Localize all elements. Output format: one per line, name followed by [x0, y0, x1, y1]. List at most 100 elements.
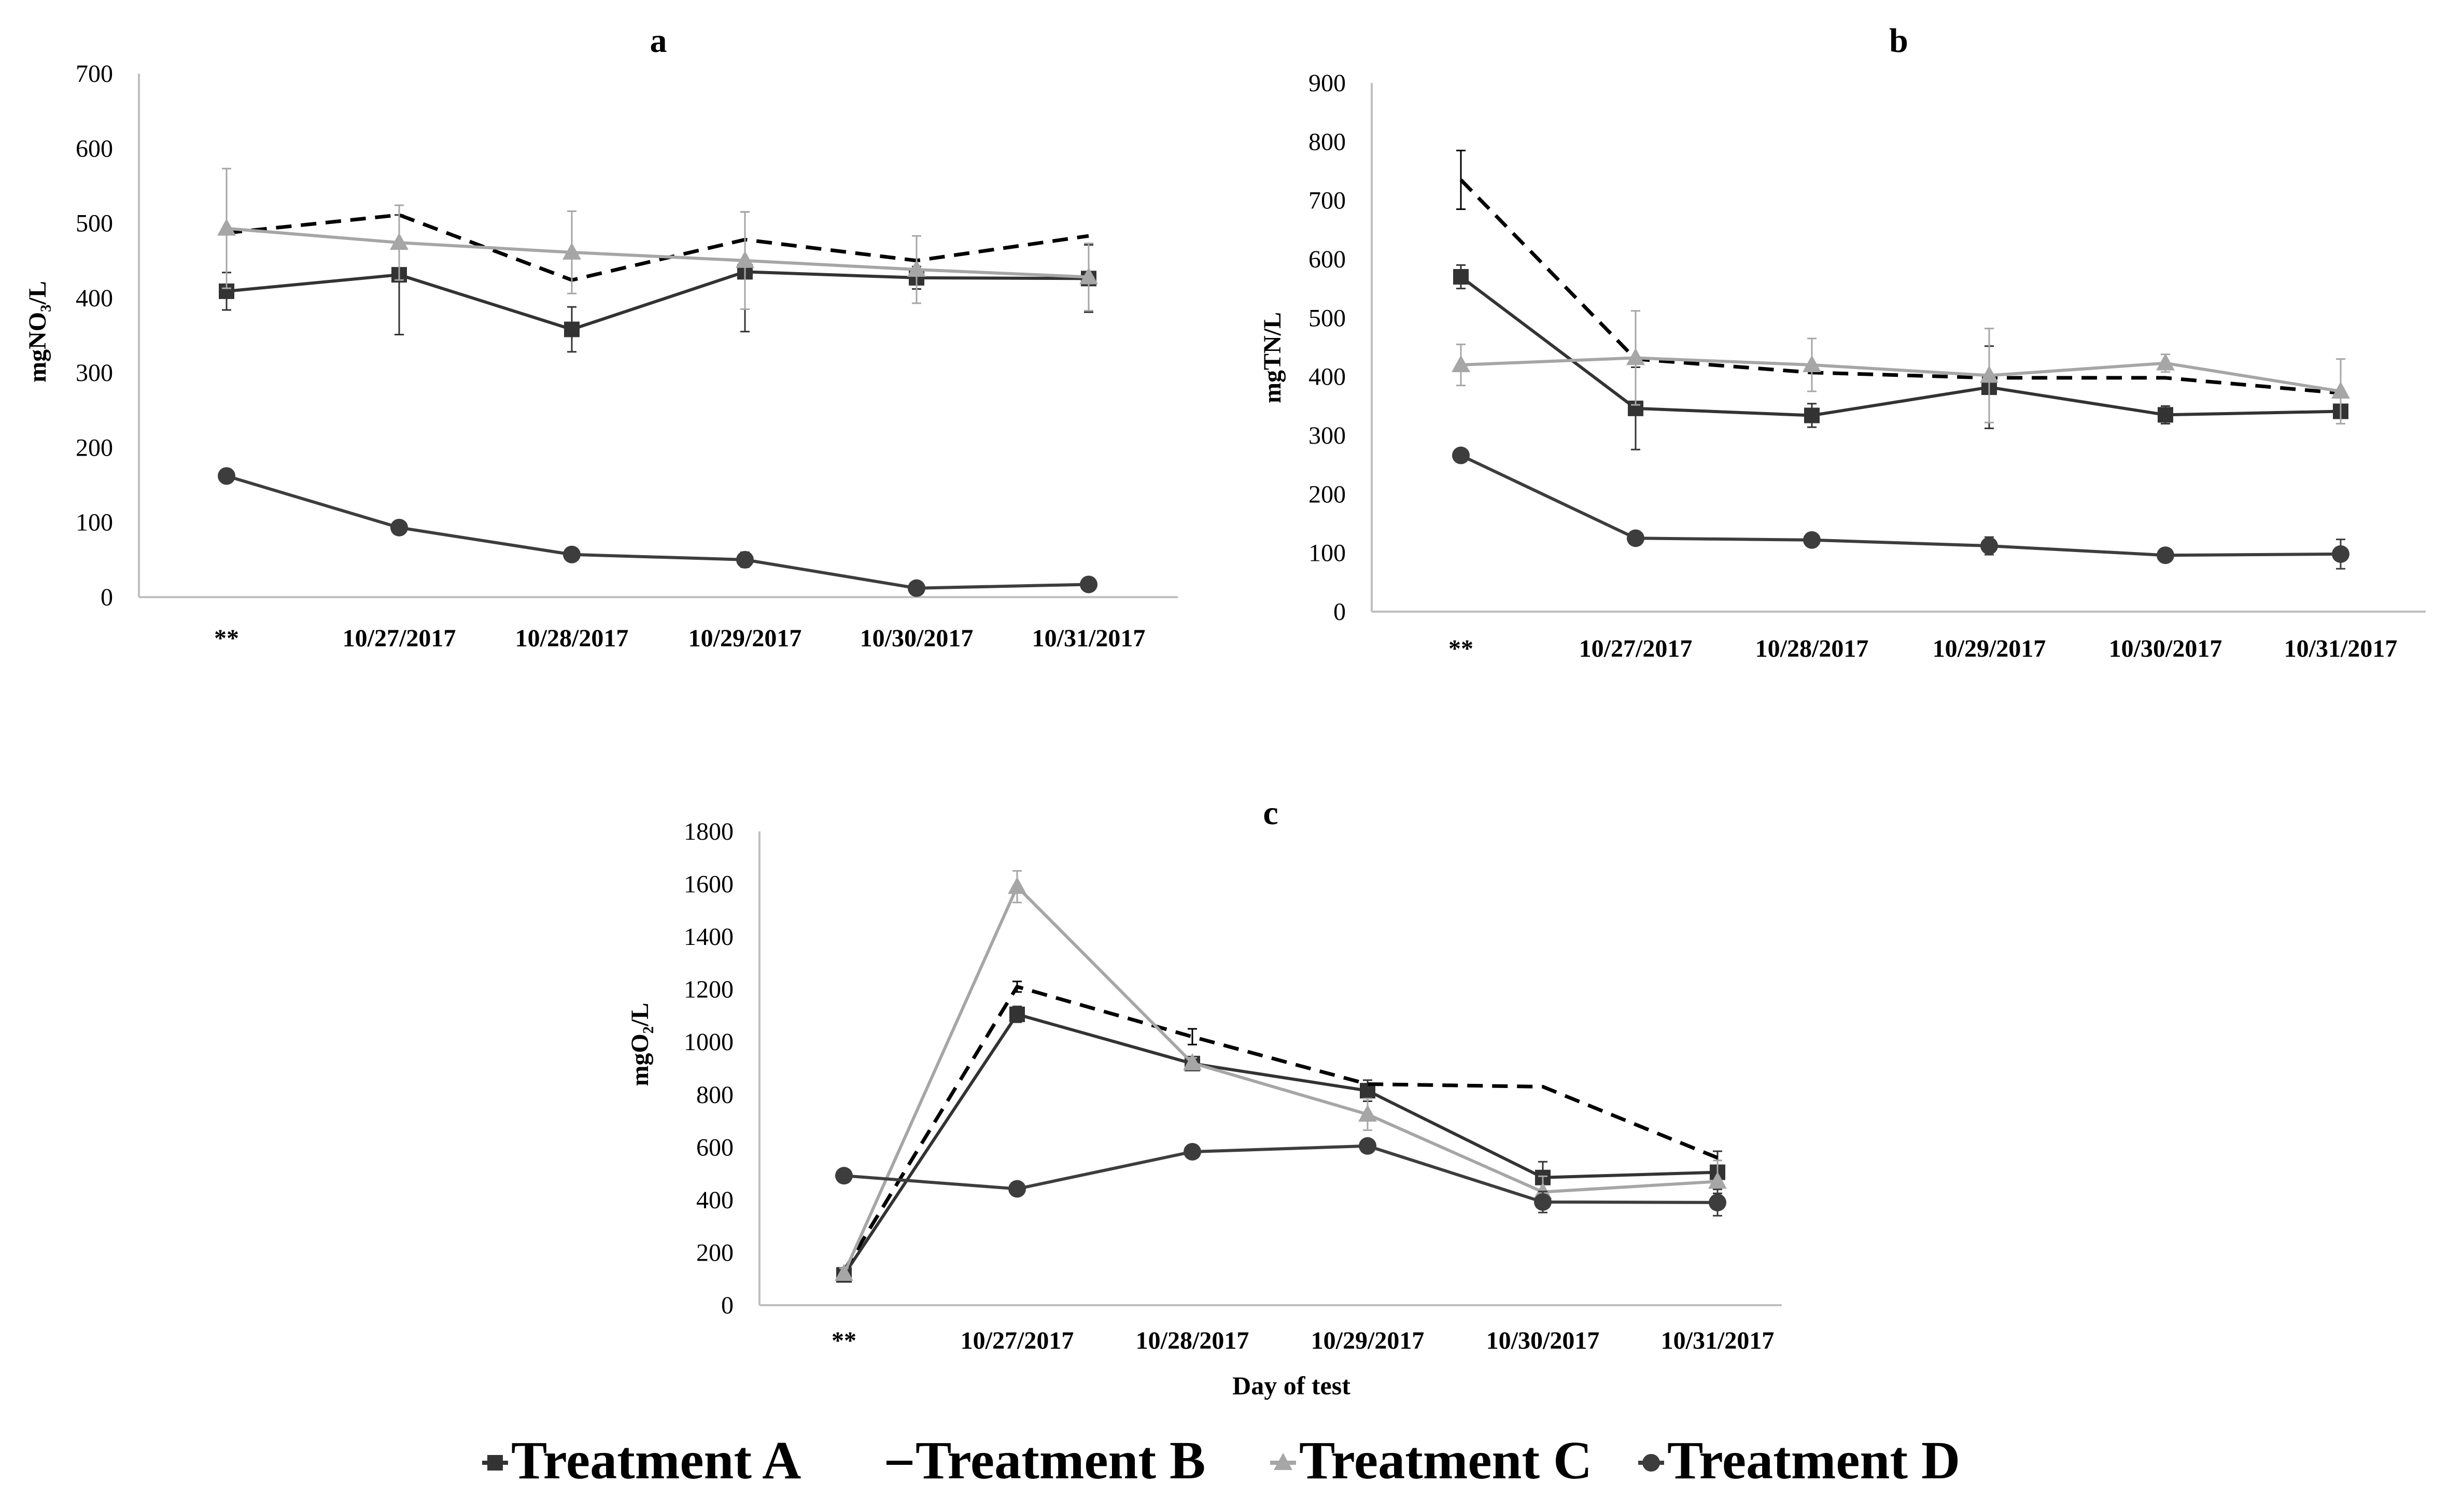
data-point [1184, 1142, 1201, 1161]
data-point [1534, 1193, 1552, 1211]
legend: Treatment A Treatment B Treatment C Treatme… [482, 1431, 1960, 1490]
legend-item: Treatment D [1638, 1431, 1960, 1490]
series-treatment-b [1456, 149, 2341, 395]
y-tick-label: 400 [1308, 363, 1346, 391]
data-point [1708, 1171, 1727, 1189]
legend-item: Treatment A [482, 1431, 801, 1490]
legend-marker [1274, 1453, 1292, 1470]
data-point [1008, 877, 1026, 894]
data-point [390, 233, 409, 250]
x-tick-label: 10/29/2017 [1311, 1327, 1425, 1354]
y-tick-label: 900 [1308, 69, 1346, 97]
data-point [2332, 545, 2349, 563]
x-tick-label: ** [832, 1327, 856, 1354]
y-axis-label: mgNO₃/L [24, 281, 51, 383]
legend-label: Treatment D [1667, 1431, 1960, 1490]
x-tick-label: 10/28/2017 [515, 625, 629, 652]
legend-marker [487, 1455, 503, 1471]
y-tick-label: 600 [76, 135, 113, 162]
y-tick-label: 0 [1333, 598, 1346, 626]
legend-item: Treatment B [886, 1431, 1205, 1490]
chart-panel-b: b 0 100 200 300 400 500 600 700 800 900 ** 10/27/201… [1259, 22, 2426, 662]
data-point [1453, 269, 1469, 285]
series-line [226, 227, 1089, 279]
data-point [1803, 355, 1821, 372]
panel-title: c [1263, 794, 1278, 832]
y-tick-label: 200 [696, 1239, 734, 1266]
y-tick-label: 1400 [684, 923, 734, 951]
data-point [1452, 355, 1470, 372]
data-point [835, 1167, 853, 1185]
series-treatment-d [218, 467, 1097, 597]
series-line [1460, 454, 2341, 557]
data-point [1980, 537, 1998, 555]
y-tick-label: 300 [76, 359, 113, 387]
legend-label: Treatment C [1299, 1431, 1592, 1490]
legend-label: Treatment A [511, 1431, 801, 1490]
y-tick-label: 0 [721, 1292, 734, 1319]
data-point [2331, 381, 2350, 399]
x-tick-label: 10/27/2017 [961, 1327, 1074, 1354]
data-point [1452, 446, 1470, 464]
series-treatment-b [842, 980, 1719, 1272]
data-point [907, 260, 926, 277]
series-line [1460, 356, 2341, 393]
x-tick-label: 10/31/2017 [1661, 1327, 1775, 1354]
x-axis-label: Day of test [1232, 1371, 1350, 1400]
data-point [2158, 407, 2173, 423]
y-tick-label: 600 [696, 1134, 734, 1161]
data-point [1804, 407, 1820, 423]
series-treatment-d [1452, 446, 2349, 570]
y-tick-label: 1000 [684, 1028, 734, 1056]
data-point [1358, 1104, 1377, 1122]
series-line [226, 270, 1089, 331]
x-tick-label: 10/27/2017 [1579, 635, 1693, 662]
data-point [1626, 348, 1645, 365]
y-tick-label: 700 [76, 60, 113, 88]
y-tick-label: 1600 [684, 871, 734, 898]
x-tick-label: 10/30/2017 [2109, 635, 2222, 662]
data-point [1980, 365, 1998, 383]
data-point [1803, 531, 1821, 549]
data-point [1709, 1193, 1726, 1211]
data-point [218, 467, 235, 485]
data-point [736, 250, 754, 268]
data-point [908, 579, 925, 597]
series-treatment-c [1452, 310, 2350, 425]
data-point [562, 242, 581, 260]
series-line [1460, 275, 2341, 417]
data-point [1183, 1053, 1202, 1070]
series-treatment-a [1453, 264, 2348, 450]
legend-item: Treatment C [1270, 1431, 1592, 1490]
data-point [1079, 267, 1098, 285]
series-treatment-c [217, 167, 1098, 312]
y-tick-label: 600 [1308, 246, 1346, 273]
x-tick-label: 10/29/2017 [688, 625, 802, 652]
series-line [842, 985, 1719, 1272]
data-point [835, 1264, 853, 1281]
chart-panel-c: c 0 200 400 600 800 1000 1200 1400 1600 1800 ** 10/2… [626, 794, 1782, 1400]
y-tick-label: 300 [1308, 422, 1346, 449]
data-point [390, 518, 408, 536]
series-treatment-d [835, 1137, 1726, 1217]
y-tick-label: 500 [76, 210, 113, 237]
series-line [842, 1012, 1718, 1276]
panel-title: b [1889, 22, 1908, 60]
data-point [736, 550, 754, 569]
x-tick-label: 10/30/2017 [860, 625, 974, 652]
data-point [1009, 1006, 1025, 1022]
data-point [217, 218, 236, 236]
series-line [226, 474, 1089, 590]
series-treatment-a [836, 1006, 1725, 1283]
y-tick-label: 0 [101, 584, 113, 611]
y-tick-label: 200 [1308, 481, 1346, 508]
series-line [842, 885, 1718, 1275]
data-point [1627, 529, 1644, 547]
x-tick-label: 10/30/2017 [1486, 1327, 1600, 1354]
x-tick-label: 10/27/2017 [343, 625, 456, 652]
y-tick-label: 800 [696, 1081, 734, 1109]
y-tick-label: 800 [1308, 128, 1346, 156]
panel-title: a [650, 22, 667, 60]
legend-label: Treatment B [916, 1431, 1205, 1490]
